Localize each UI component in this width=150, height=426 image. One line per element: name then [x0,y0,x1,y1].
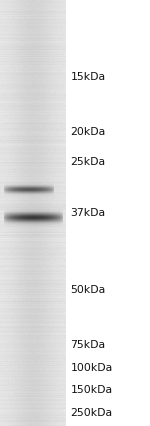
Text: 25kDa: 25kDa [70,157,106,167]
Text: 75kDa: 75kDa [70,340,106,350]
Text: 37kDa: 37kDa [70,208,106,218]
Text: 50kDa: 50kDa [70,285,106,295]
Text: 250kDa: 250kDa [70,408,113,418]
Text: 20kDa: 20kDa [70,127,106,137]
Text: 15kDa: 15kDa [70,72,106,82]
Text: 100kDa: 100kDa [70,363,113,374]
Text: 150kDa: 150kDa [70,385,113,395]
